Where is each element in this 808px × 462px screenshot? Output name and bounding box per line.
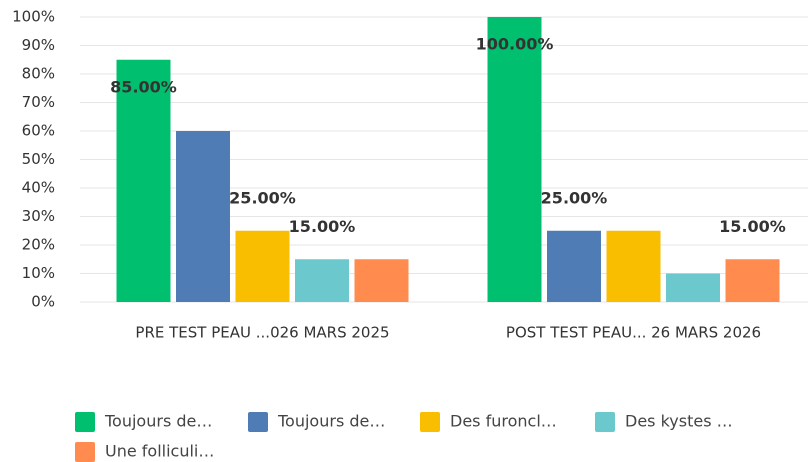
legend-label: Des kystes …	[625, 412, 733, 431]
legend-label: Toujours de…	[104, 412, 212, 431]
y-tick-label: 40%	[22, 179, 55, 197]
legend-swatch	[248, 412, 268, 432]
data-label: 15.00%	[289, 217, 356, 236]
bar	[666, 273, 720, 302]
legend-swatch	[595, 412, 615, 432]
y-tick-label: 0%	[31, 293, 55, 311]
bar	[235, 230, 290, 302]
data-label: 25.00%	[229, 188, 296, 207]
x-tick-label: POST TEST PEAU... 26 MARS 2026	[506, 324, 761, 342]
y-tick-label: 70%	[22, 93, 55, 111]
legend-label: Une folliculi…	[105, 442, 214, 461]
y-tick-label: 100%	[12, 8, 55, 26]
bar	[295, 259, 349, 302]
legend-swatch	[75, 442, 95, 462]
y-tick-label: 20%	[22, 236, 55, 254]
data-label: 15.00%	[719, 217, 786, 236]
y-tick-label: 80%	[22, 65, 55, 83]
y-tick-label: 50%	[22, 150, 55, 168]
bar	[116, 59, 171, 302]
legend-swatch	[75, 412, 95, 432]
bar	[487, 17, 542, 302]
x-tick-label: PRE TEST PEAU ...026 MARS 2025	[135, 324, 389, 342]
legend-label: Toujours de…	[277, 412, 385, 431]
y-tick-label: 90%	[22, 36, 55, 54]
data-label: 25.00%	[541, 188, 608, 207]
bar	[547, 230, 601, 302]
y-tick-label: 10%	[22, 264, 55, 282]
bar	[725, 259, 780, 302]
y-tick-label: 60%	[22, 122, 55, 140]
data-label: 100.00%	[476, 35, 554, 54]
bar	[354, 259, 409, 302]
bar	[176, 131, 230, 302]
data-label: 85.00%	[110, 77, 177, 96]
y-tick-label: 30%	[22, 207, 55, 225]
legend-label: Des furoncl…	[450, 412, 557, 431]
legend-swatch	[420, 412, 440, 432]
bar	[606, 230, 661, 302]
